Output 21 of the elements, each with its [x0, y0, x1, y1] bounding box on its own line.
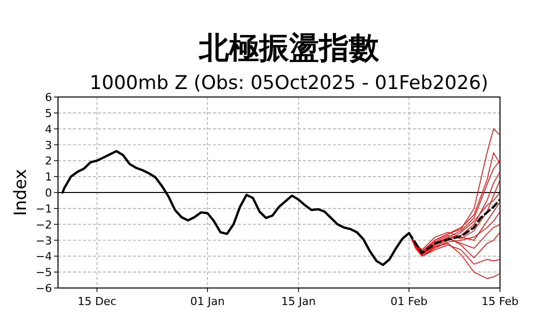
y-tick-label: 3 — [45, 138, 52, 152]
y-tick-label: 4 — [45, 122, 52, 136]
x-tick-label: 15 Feb — [482, 295, 518, 308]
y-tick-label: 6 — [45, 91, 52, 104]
y-tick-label: −2 — [36, 218, 52, 232]
y-tick-label: 1 — [45, 170, 52, 184]
y-tick-label: 2 — [45, 154, 52, 168]
x-tick-label: 15 Jan — [281, 295, 316, 308]
chart-subtitle: 1000mb Z (Obs: 05Oct2025 - 01Feb2026) — [90, 72, 488, 94]
y-axis-title: Index — [11, 169, 31, 216]
y-tick-label: −3 — [36, 234, 52, 248]
y-tick-label: 0 — [45, 186, 52, 200]
x-tick-label: 01 Feb — [390, 295, 428, 308]
y-tick-label: −4 — [36, 250, 52, 264]
chart-title: 北極振盪指數 — [198, 31, 380, 66]
x-tick-label: 15 Dec — [78, 295, 116, 308]
y-tick-label: −1 — [36, 202, 52, 216]
y-tick-label: 5 — [45, 106, 52, 120]
x-tick-label: 01 Jan — [190, 295, 225, 308]
y-tick-label: −5 — [36, 266, 52, 280]
y-tick-label: −6 — [36, 282, 52, 295]
